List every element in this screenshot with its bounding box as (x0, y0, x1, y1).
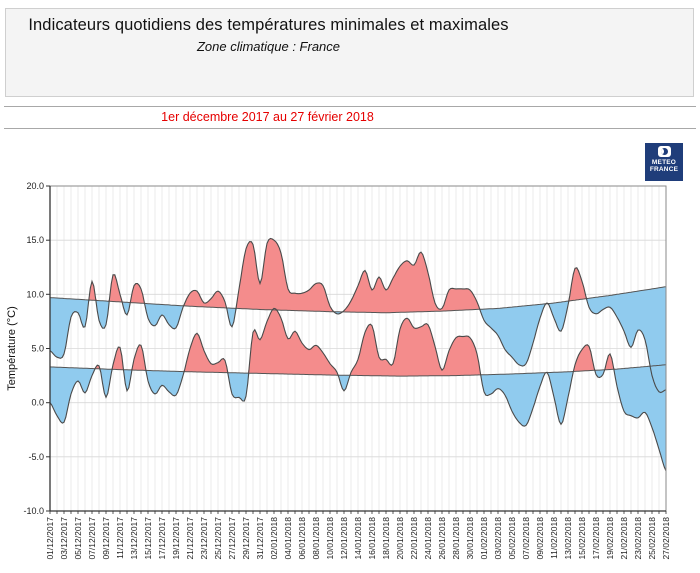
logo-text: METEO FRANCE (650, 159, 678, 173)
svg-text:22/01/2018: 22/01/2018 (409, 517, 419, 560)
svg-text:-5.0: -5.0 (28, 452, 44, 462)
svg-text:17/02/2018: 17/02/2018 (591, 517, 601, 560)
header-box: Indicateurs quotidiens des températures … (5, 8, 694, 97)
svg-text:27/02/2018: 27/02/2018 (661, 517, 671, 560)
svg-text:18/01/2018: 18/01/2018 (381, 517, 391, 560)
temperature-chart-svg: 20.0 15.0 10.0 5.0 0.0 -5.0 -10.001/12/2017 03/… (6, 181, 671, 560)
svg-text:-10.0: -10.0 (23, 506, 44, 516)
svg-text:10.0: 10.0 (26, 289, 44, 299)
svg-text:08/01/2018: 08/01/2018 (311, 517, 321, 560)
svg-text:Température (°C): Température (°C) (6, 306, 18, 390)
svg-text:31/12/2017: 31/12/2017 (255, 517, 265, 560)
svg-text:0.0: 0.0 (31, 398, 44, 408)
logo-line2: FRANCE (649, 166, 679, 173)
separator-top (4, 106, 696, 107)
logo-line1: METEO (651, 159, 677, 166)
temperature-chart: 20.0 15.0 10.0 5.0 0.0 -5.0 -10.0 01/12/2017 03/… (0, 150, 700, 573)
svg-text:19/12/2017: 19/12/2017 (171, 517, 181, 560)
page-subtitle: Zone climatique : France (196, 39, 341, 54)
svg-text:30/01/2018: 30/01/2018 (465, 517, 475, 560)
svg-text:06/01/2018: 06/01/2018 (297, 517, 307, 560)
period-text: 1er décembre 2017 au 27 février 2018 (161, 110, 374, 124)
svg-text:14/01/2018: 14/01/2018 (353, 517, 363, 560)
svg-text:07/02/2018: 07/02/2018 (521, 517, 531, 560)
svg-text:17/12/2017: 17/12/2017 (157, 517, 167, 560)
svg-text:23/02/2018: 23/02/2018 (633, 517, 643, 560)
svg-text:02/01/2018: 02/01/2018 (269, 517, 279, 560)
svg-text:09/02/2018: 09/02/2018 (535, 517, 545, 560)
meteo-france-logo: METEO FRANCE (645, 143, 683, 181)
svg-text:29/12/2017: 29/12/2017 (241, 517, 251, 560)
svg-text:12/01/2018: 12/01/2018 (339, 517, 349, 560)
svg-text:24/01/2018: 24/01/2018 (423, 517, 433, 560)
svg-text:28/01/2018: 28/01/2018 (451, 517, 461, 560)
svg-text:25/02/2018: 25/02/2018 (647, 517, 657, 560)
svg-text:09/12/2017: 09/12/2017 (101, 517, 111, 560)
svg-text:10/01/2018: 10/01/2018 (325, 517, 335, 560)
svg-text:01/02/2018: 01/02/2018 (479, 517, 489, 560)
svg-text:13/12/2017: 13/12/2017 (129, 517, 139, 560)
svg-text:05/02/2018: 05/02/2018 (507, 517, 517, 560)
svg-text:26/01/2018: 26/01/2018 (437, 517, 447, 560)
svg-text:15/02/2018: 15/02/2018 (577, 517, 587, 560)
svg-text:16/01/2018: 16/01/2018 (367, 517, 377, 560)
svg-text:19/02/2018: 19/02/2018 (605, 517, 615, 560)
logo-moon-dot (660, 148, 668, 155)
svg-text:5.0: 5.0 (31, 344, 44, 354)
page-title: Indicateurs quotidiens des températures … (28, 16, 509, 34)
svg-text:21/12/2017: 21/12/2017 (185, 517, 195, 560)
header-inner: Indicateurs quotidiens des températures … (6, 9, 531, 54)
logo-moon-icon (657, 146, 671, 157)
svg-text:15/12/2017: 15/12/2017 (143, 517, 153, 560)
svg-text:21/02/2018: 21/02/2018 (619, 517, 629, 560)
svg-text:20/01/2018: 20/01/2018 (395, 517, 405, 560)
svg-text:20.0: 20.0 (26, 181, 44, 191)
svg-text:13/02/2018: 13/02/2018 (563, 517, 573, 560)
separator-bottom (4, 128, 696, 129)
period-banner: 1er décembre 2017 au 27 février 2018 (5, 110, 530, 124)
svg-text:23/12/2017: 23/12/2017 (199, 517, 209, 560)
svg-text:27/12/2017: 27/12/2017 (227, 517, 237, 560)
svg-text:25/12/2017: 25/12/2017 (213, 517, 223, 560)
svg-text:07/12/2017: 07/12/2017 (87, 517, 97, 560)
svg-text:04/01/2018: 04/01/2018 (283, 517, 293, 560)
svg-text:03/12/2017: 03/12/2017 (59, 517, 69, 560)
svg-text:01/12/2017: 01/12/2017 (45, 517, 55, 560)
svg-text:05/12/2017: 05/12/2017 (73, 517, 83, 560)
svg-text:11/02/2018: 11/02/2018 (549, 517, 559, 559)
svg-text:15.0: 15.0 (26, 235, 44, 245)
svg-text:03/02/2018: 03/02/2018 (493, 517, 503, 560)
svg-text:11/12/2017: 11/12/2017 (115, 517, 125, 559)
